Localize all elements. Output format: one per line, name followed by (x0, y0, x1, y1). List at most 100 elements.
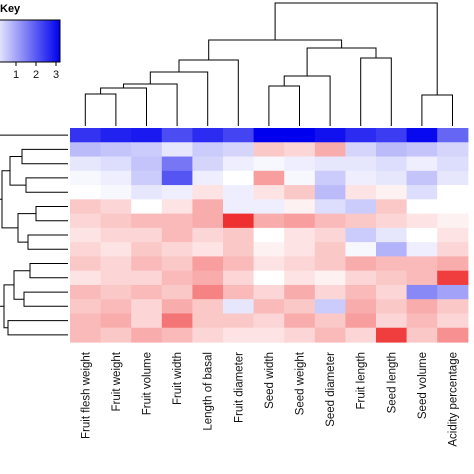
heatmap-cell (376, 270, 408, 286)
heatmap-cell (284, 313, 316, 329)
heatmap-cell (100, 185, 132, 200)
heatmap-cell (131, 170, 163, 186)
heatmap-cell (284, 327, 316, 343)
column-dendrogram (84, 2, 453, 126)
heatmap-cell (131, 227, 163, 243)
heatmap-cell (345, 242, 377, 257)
heatmap-cell (223, 256, 255, 272)
heatmap-cell (284, 213, 316, 229)
heatmap-cell (161, 284, 193, 300)
heatmap-cell (406, 242, 438, 257)
heatmap-cell (437, 170, 469, 186)
heatmap-cell (192, 170, 224, 186)
row-dendrogram-branch (17, 213, 36, 243)
heatmap-cell (345, 227, 377, 243)
heatmap-cell (192, 313, 224, 329)
heatmap-cell (161, 227, 193, 243)
heatmap-cell (161, 185, 193, 200)
heatmap-cell (131, 213, 163, 229)
heatmap-cell (406, 185, 438, 200)
heatmap-cell (161, 142, 193, 158)
heatmap-cell (314, 227, 346, 243)
column-dendrogram-branch (360, 57, 392, 126)
column-label: Fruit diameter (233, 352, 245, 423)
column-dendrogram-branch (208, 39, 343, 60)
heatmap-cell (437, 313, 469, 329)
heatmap-cell (253, 128, 285, 143)
heatmap-cell (253, 242, 285, 257)
heatmap-cell (70, 213, 102, 229)
heatmap-cell (345, 313, 377, 329)
heatmap-cell (100, 242, 132, 257)
heatmap-cell (161, 199, 193, 215)
heatmap-cell (100, 128, 132, 143)
heatmap-cell (253, 284, 285, 300)
heatmap-cell (161, 170, 193, 186)
heatmap-cell (100, 213, 132, 229)
heatmap-cell (284, 242, 316, 257)
row-dendrogram (0, 134, 68, 336)
column-label: Fruit width (172, 352, 184, 405)
heatmap-cell (131, 242, 163, 257)
heatmap-cell (70, 185, 102, 200)
heatmap-cell (345, 128, 377, 143)
heatmap-cell (223, 299, 255, 315)
heatmap-cell (192, 327, 224, 343)
heatmap-cell (437, 327, 469, 343)
heatmap-cell (223, 142, 255, 158)
heatmap-cell (70, 270, 102, 286)
column-label: Fruit weight (111, 351, 123, 411)
heatmap-cell (406, 284, 438, 300)
heatmap-cell (314, 284, 346, 300)
row-dendrogram-branch (0, 134, 68, 200)
heatmap-cell (131, 256, 163, 272)
heatmap-cell (131, 299, 163, 315)
heatmap-cell (70, 227, 102, 243)
heatmap-cell (131, 185, 163, 200)
heatmap-cell (314, 327, 346, 343)
column-label: Seed width (264, 352, 276, 409)
heatmap-cell (345, 270, 377, 286)
heatmap-cell (284, 256, 316, 272)
heatmap-cell (100, 284, 132, 300)
column-dendrogram-branch (283, 75, 331, 126)
heatmap-cell (100, 142, 132, 158)
heatmap-cell (253, 142, 285, 158)
heatmap-cell (284, 270, 316, 286)
heatmap-cell (284, 299, 316, 315)
heatmap-cell (161, 313, 193, 329)
heatmap-cell (192, 299, 224, 315)
heatmap-cell (406, 199, 438, 215)
heatmap-cell (345, 199, 377, 215)
heatmap-cell (192, 242, 224, 257)
heatmap-cell (100, 270, 132, 286)
heatmap-cell (223, 213, 255, 229)
heatmap-cell (376, 213, 408, 229)
heatmap-cell (406, 270, 438, 286)
heatmap-cell (437, 227, 469, 243)
row-dendrogram-branch (29, 263, 68, 279)
heatmap-cell (284, 128, 316, 143)
heatmap-cell (253, 270, 285, 286)
heatmap-cell (437, 213, 469, 229)
heatmap-cell (223, 284, 255, 300)
heatmap-cell (70, 242, 102, 257)
heatmap-cell (284, 227, 316, 243)
heatmap-grid (70, 128, 469, 343)
heatmap-cell (253, 170, 285, 186)
heatmap-cell (131, 313, 163, 329)
column-labels: Fruit flesh weight Fruit weight Fruit volu… (80, 351, 459, 446)
heatmap-cell (131, 327, 163, 343)
column-dendrogram-branch (268, 85, 300, 126)
heatmap-cell (100, 256, 132, 272)
heatmap-cell (376, 227, 408, 243)
heatmap-cell (192, 227, 224, 243)
heatmap-cell (345, 156, 377, 172)
heatmap-cell (376, 242, 408, 257)
heatmap-cell (284, 284, 316, 300)
heatmap-cell (437, 299, 469, 315)
heatmap-cell (70, 199, 102, 215)
heatmap-cell (345, 256, 377, 272)
row-dendrogram-branch (3, 284, 14, 329)
